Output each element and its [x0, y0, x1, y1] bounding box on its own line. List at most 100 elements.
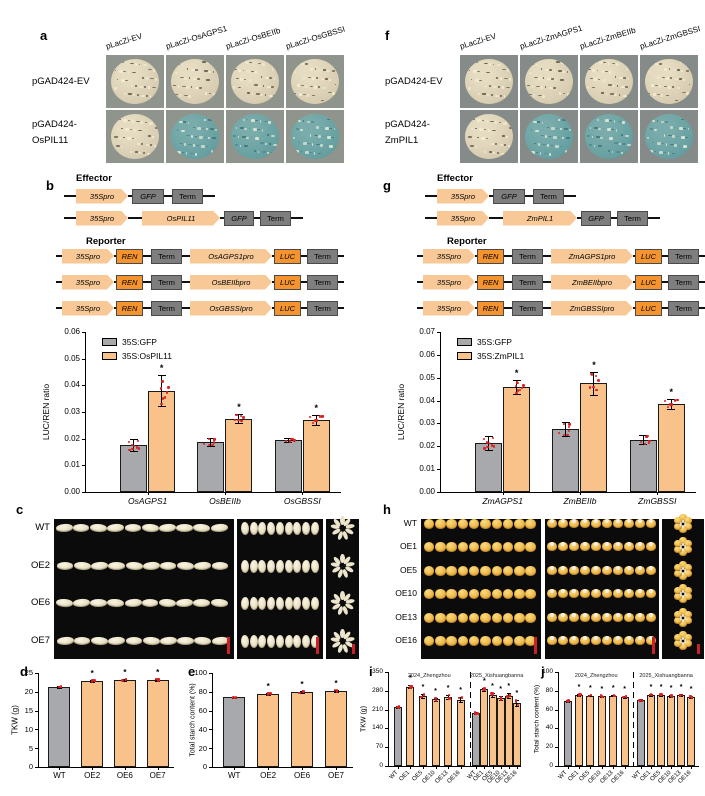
colony-speckle: [503, 122, 507, 125]
colony-speckle: [504, 77, 508, 80]
colony-speckle: [253, 62, 256, 65]
colony-speckle: [114, 69, 117, 72]
colony-speckle: [262, 85, 265, 87]
colony-speckle: [679, 60, 682, 64]
data-dot: [433, 696, 437, 700]
colony-speckle: [621, 134, 623, 136]
colony-speckle: [235, 126, 238, 130]
data-dot: [650, 692, 653, 696]
kernel-crown-tip: [681, 619, 685, 622]
scale-bar: [352, 644, 355, 654]
colony-speckle: [537, 94, 542, 97]
colony-speckle: [206, 79, 210, 81]
colony-speckle: [679, 127, 683, 130]
colony-speckle: [676, 86, 681, 90]
colony-speckle: [149, 122, 153, 125]
maize-kernel: [613, 518, 623, 529]
colony-speckle: [311, 94, 316, 97]
bar: [504, 695, 513, 766]
kernel-crown-tip: [615, 541, 620, 547]
maize-kernel: [558, 635, 568, 646]
data-dot: [483, 689, 487, 692]
colony-speckle: [179, 120, 183, 124]
data-dot: [333, 688, 337, 692]
connector-line: [272, 255, 274, 257]
colony-speckle: [182, 85, 186, 88]
colony-speckle: [544, 152, 548, 155]
colony-speckle: [587, 135, 590, 137]
data-dot: [592, 385, 595, 389]
rice-grain: [340, 591, 345, 600]
colony-speckle: [508, 78, 512, 81]
colony-speckle: [121, 61, 125, 64]
colony-spot: [111, 59, 159, 104]
colony-speckle: [481, 71, 484, 74]
rice-grain: [177, 637, 194, 645]
data-dot: [638, 698, 641, 702]
colony-speckle: [271, 134, 275, 138]
maize-kernel: [480, 565, 491, 576]
colony-speckle: [268, 143, 271, 145]
colony-speckle: [197, 127, 201, 130]
colony-speckle: [538, 77, 542, 80]
colony-speckle: [119, 70, 123, 73]
colony-speckle: [324, 144, 327, 147]
colony-speckle: [658, 63, 662, 65]
y-tick-label: 25: [24, 668, 33, 678]
colony-speckle: [264, 120, 268, 123]
colony-speckle: [303, 93, 306, 96]
connector-line: [475, 281, 477, 283]
connector-line: [633, 307, 635, 309]
maize-kernel: [502, 588, 514, 599]
data-dot: [648, 440, 651, 443]
data-dot: [128, 449, 131, 452]
kernel-crown-tip: [679, 615, 682, 618]
error-cap-bottom: [589, 394, 598, 396]
colony-speckle: [246, 136, 249, 139]
colony-speckle: [212, 119, 216, 123]
connector-line: [56, 281, 62, 283]
kernel-crown-tip: [582, 541, 587, 547]
x-category-label: OE16: [446, 769, 462, 785]
error-cap-bottom: [446, 699, 451, 701]
maize-kernel: [679, 631, 687, 639]
colony-speckle: [600, 70, 605, 73]
colony-speckle: [213, 93, 217, 96]
colony-spot: [645, 114, 693, 159]
x-category-label: OE1: [398, 769, 412, 783]
error-bar: [210, 438, 212, 446]
colony-speckle: [503, 95, 506, 98]
connector-line: [182, 281, 190, 283]
maize-kernel: [558, 565, 568, 576]
data-dot: [515, 391, 518, 395]
colony-speckle: [602, 127, 605, 130]
scale-bar: [534, 637, 537, 654]
x-tick-mark: [681, 766, 683, 769]
gene-box: Term: [172, 188, 203, 204]
rice-grain: [176, 524, 193, 532]
colony-speckle: [206, 61, 210, 65]
maize-kernel: [569, 612, 579, 623]
data-dot: [567, 425, 571, 429]
colony-speckle: [566, 119, 570, 123]
colony-speckle: [332, 92, 335, 95]
colony-speckle: [135, 85, 137, 87]
colony-speckle: [293, 119, 298, 121]
x-tick-mark: [657, 492, 659, 495]
rice-grain: [340, 554, 345, 563]
kernel-crown-tip: [549, 565, 554, 571]
significance-star: *: [159, 363, 164, 374]
seed-row-label: OE16: [395, 635, 417, 645]
kernel-crown-tip: [582, 518, 587, 524]
luc-ren-chart-b: 0.00 0.01 0.02 0.03 0.04 0.05 0.06 LUC/REN rati…: [0, 325, 353, 506]
colony-speckle: [656, 120, 659, 122]
x-tick-mark: [336, 767, 338, 770]
maize-kernel: [569, 541, 579, 552]
maize-kernel: [674, 611, 682, 619]
maize-kernel: [580, 541, 590, 552]
colony-speckle: [681, 136, 685, 139]
colony-speckle: [620, 151, 624, 155]
data-dot: [601, 694, 604, 698]
data-dot: [130, 443, 134, 447]
colony-speckle: [232, 152, 237, 156]
